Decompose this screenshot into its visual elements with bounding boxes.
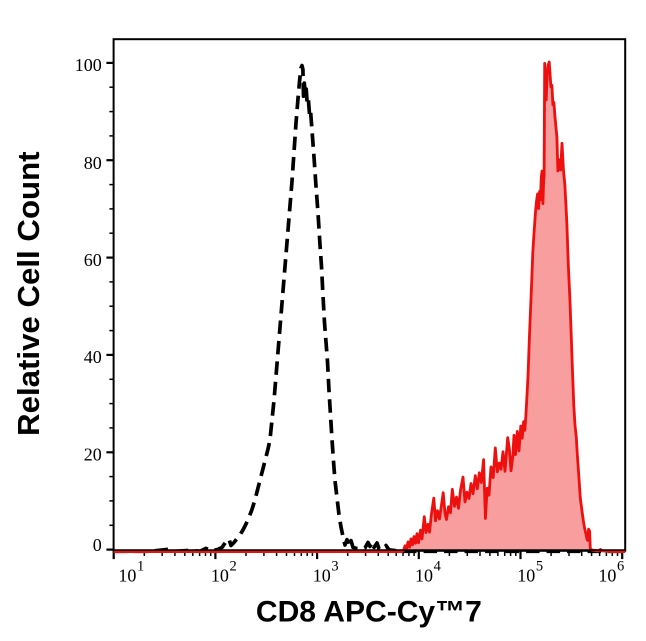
- svg-text:5: 5: [536, 559, 543, 575]
- svg-text:40: 40: [84, 347, 102, 367]
- svg-text:1: 1: [137, 559, 144, 575]
- svg-text:20: 20: [84, 445, 102, 465]
- svg-text:10: 10: [517, 565, 535, 585]
- svg-text:10: 10: [415, 565, 433, 585]
- svg-text:80: 80: [84, 153, 102, 173]
- svg-text:10: 10: [313, 565, 331, 585]
- svg-text:4: 4: [434, 559, 442, 575]
- svg-text:60: 60: [84, 250, 102, 270]
- svg-text:0: 0: [93, 535, 102, 555]
- svg-text:6: 6: [617, 559, 624, 575]
- svg-text:3: 3: [331, 559, 338, 575]
- svg-text:CD8 APC-Cy™7: CD8 APC-Cy™7: [256, 595, 482, 628]
- svg-text:10: 10: [211, 565, 229, 585]
- svg-text:2: 2: [230, 559, 237, 575]
- svg-text:Relative Cell Count: Relative Cell Count: [11, 151, 46, 436]
- svg-text:100: 100: [75, 55, 102, 75]
- svg-text:10: 10: [598, 565, 616, 585]
- svg-text:10: 10: [118, 565, 136, 585]
